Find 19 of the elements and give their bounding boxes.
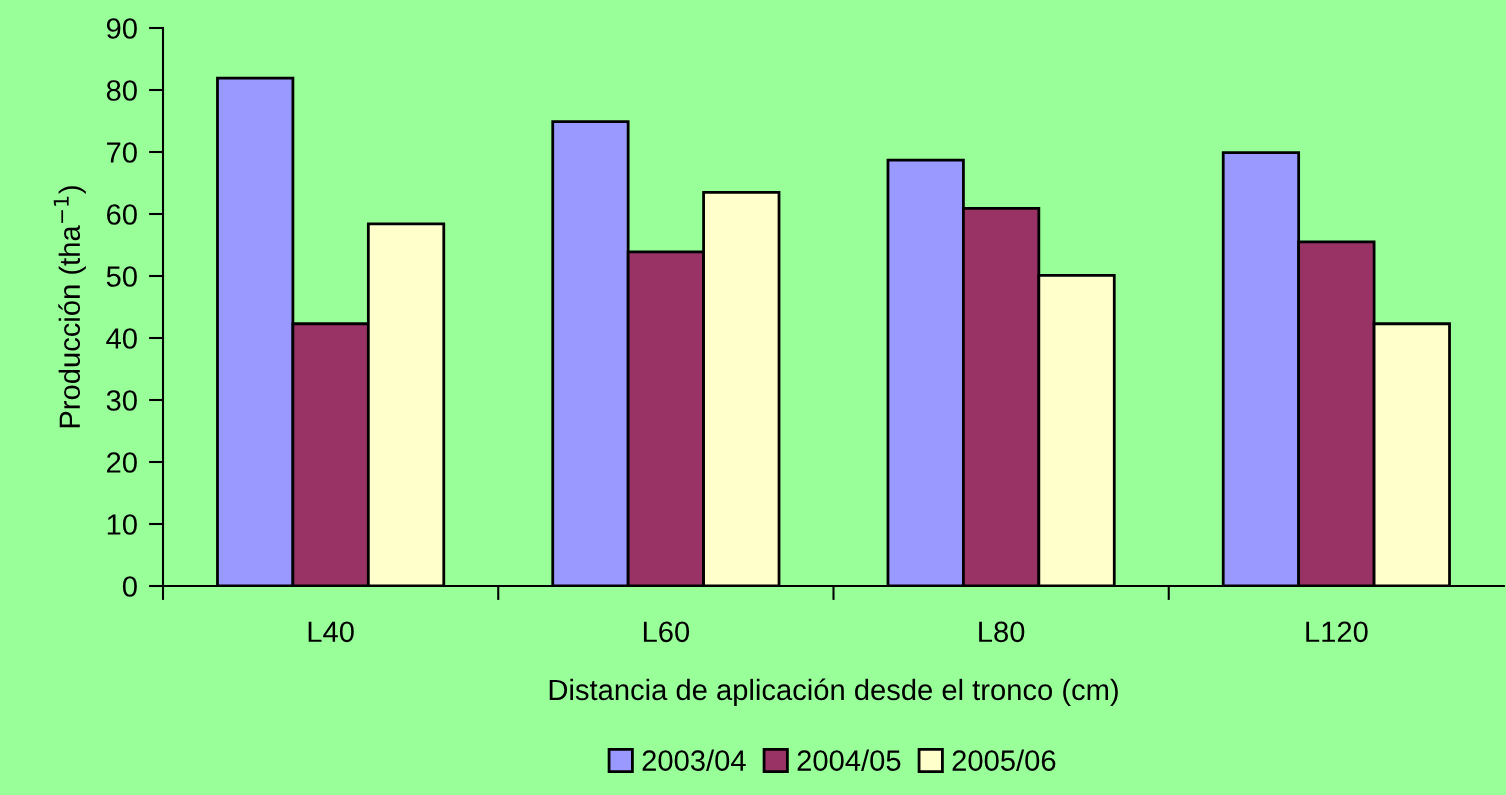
legend-label: 2003/04 — [642, 749, 746, 771]
x-tick-label: L60 — [643, 621, 690, 643]
y-tick-label: 80 — [106, 80, 137, 101]
legend-label: 2005/06 — [952, 749, 1056, 771]
y-tick-label: 90 — [106, 18, 137, 39]
x-tick-label: L120 — [1306, 621, 1368, 643]
y-tick-label: 20 — [107, 452, 137, 473]
y-tick-label: 60 — [107, 204, 137, 225]
x-tick-label: L40 — [308, 621, 354, 643]
y-tick-label: 0 — [122, 576, 137, 597]
y-tick-label: 30 — [106, 390, 137, 411]
legend-label: 2004/05 — [797, 749, 901, 771]
y-tick-label: 50 — [106, 266, 137, 287]
x-tick-label: L80 — [979, 621, 1025, 643]
y-tick-label: 70 — [107, 142, 137, 163]
y-tick-label: 40 — [106, 328, 137, 349]
y-axis-title: Producción (tha$^{−1}$) — [53, 186, 86, 428]
y-tick-label: 10 — [107, 514, 137, 535]
x-axis-title: Distancia de aplicación desde el tronco (cm) — [549, 678, 1118, 706]
